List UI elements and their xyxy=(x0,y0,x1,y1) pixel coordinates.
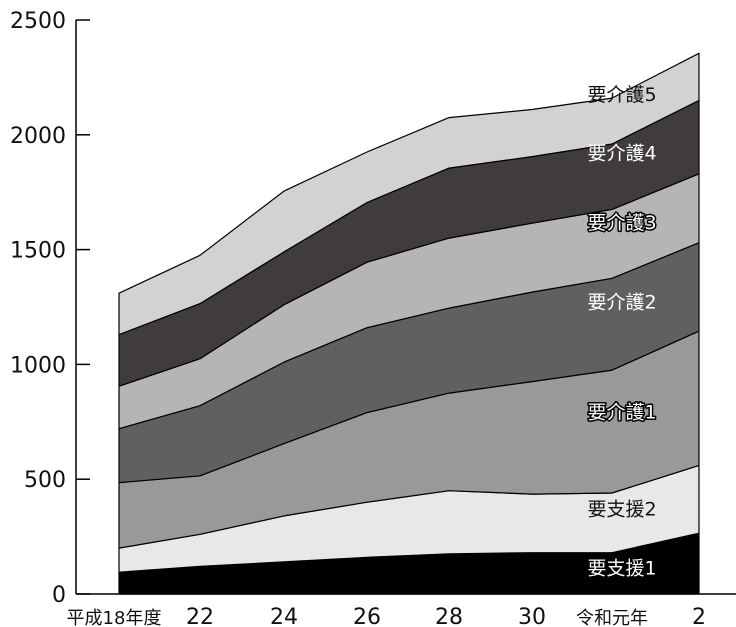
x-tick-label: 2 xyxy=(692,605,706,627)
series-label-1: 要支援1 xyxy=(587,557,656,579)
area-series-7 xyxy=(118,52,700,336)
y-tick-label: 1500 xyxy=(10,239,66,264)
y-tick-label: 2500 xyxy=(10,9,66,34)
x-tick-label: 26 xyxy=(353,605,381,627)
series-label-4: 要介護2 xyxy=(587,291,656,313)
series-label-6: 要介護4 xyxy=(587,143,656,165)
series-labels: 要支援1 要支援2 要介護1 要介護2 要介護3 要介護4 要介護5 xyxy=(586,84,658,581)
x-tick-label: 平成18年度 xyxy=(67,608,162,627)
axes: 0 500 1000 1500 2000 2500 平成18年度 22 24 26 28 30 令和元年… xyxy=(10,9,736,627)
x-tick-label: 30 xyxy=(518,605,546,627)
series-label-3: 要介護1 xyxy=(587,401,656,423)
series-label-7: 要介護5 xyxy=(587,84,656,106)
x-tick-label: 28 xyxy=(435,605,463,627)
series-label-5: 要介護3 xyxy=(587,212,656,234)
series-label-2: 要支援2 xyxy=(587,498,656,520)
y-tick-label: 500 xyxy=(24,468,66,493)
x-tick-label: 22 xyxy=(186,605,214,627)
y-tick-label: 0 xyxy=(52,583,66,608)
x-tick-label: 24 xyxy=(270,605,298,627)
area-layers xyxy=(118,52,700,595)
y-tick-label: 2000 xyxy=(10,124,66,149)
y-tick-label: 1000 xyxy=(10,353,66,378)
x-tick-label: 令和元年 xyxy=(576,608,648,627)
